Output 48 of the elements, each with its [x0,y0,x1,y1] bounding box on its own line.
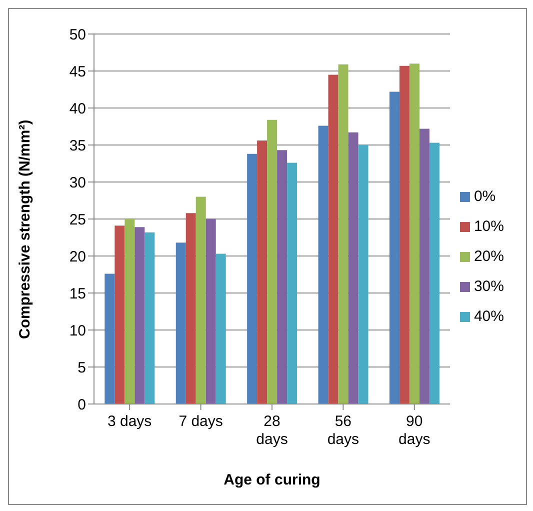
bar [216,254,226,404]
legend-label: 30% [474,278,504,294]
bar [104,274,115,404]
bar [358,145,368,404]
legend-label: 10% [474,218,504,234]
bar [134,227,145,404]
bar [277,150,288,404]
bar [257,140,268,404]
bar [409,64,420,404]
bar [267,120,278,404]
y-tick-label: 15 [69,285,86,302]
x-tick-label: 56 days [327,413,360,448]
bar [196,196,206,404]
bar [124,219,135,404]
y-tick-label: 45 [69,63,86,80]
x-tick-label: 7 days [178,413,223,430]
bar [318,126,328,404]
bar [328,74,338,404]
y-tick-label: 10 [69,322,86,340]
y-tick-label: 35 [69,137,86,154]
bar [186,213,196,404]
bar [287,162,298,404]
y-axis-title: Compressive strength (N/mm²) [16,120,34,339]
bar [348,132,358,404]
y-tick-label: 50 [69,26,86,44]
y-tick-label: 40 [69,100,86,118]
bar [114,226,125,404]
bar [419,128,430,404]
y-tick-label: 0 [78,396,86,414]
x-tick-label: 3 days [107,413,152,430]
y-tick-label: 20 [69,248,86,266]
bar [176,242,186,404]
x-tick-label: 28 days [256,413,288,448]
bar [144,232,155,404]
bar [389,92,400,404]
bar [247,154,258,404]
y-tick-label: 25 [69,211,86,228]
bar [338,64,348,404]
y-tick-label: 30 [69,174,86,192]
x-tick-label: 90 days [398,413,430,448]
legend-label: 20% [474,248,504,264]
bar [429,142,440,404]
legend-label: 40% [474,308,504,324]
x-axis-title: Age of curing [224,472,320,489]
legend-label: 0% [474,188,496,204]
bar [206,219,216,404]
y-tick-label: 5 [78,359,86,376]
bar [399,66,410,404]
